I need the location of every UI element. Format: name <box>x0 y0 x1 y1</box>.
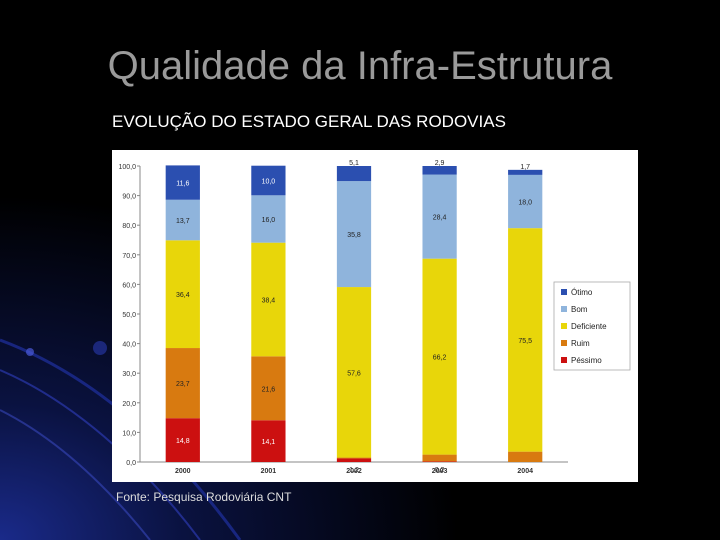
legend-entry: Ruim <box>571 339 590 348</box>
legend-swatch <box>561 289 567 295</box>
bar-segment-ótimo <box>422 166 457 175</box>
bar-segment-ruim <box>508 451 543 462</box>
x-tick-label: 2004 <box>517 468 533 475</box>
x-tick-label: 2002 <box>346 468 362 475</box>
data-label: 13,7 <box>176 218 190 225</box>
bar-segment-deficiente <box>422 258 457 455</box>
bar-segment-ótimo <box>165 165 200 200</box>
data-label: 75,5 <box>518 338 532 345</box>
y-tick-label: 30,0 <box>122 371 136 378</box>
bar-segment-deficiente <box>251 242 286 357</box>
y-tick-label: 0,0 <box>126 460 136 467</box>
legend-entry: Ótimo <box>571 288 593 297</box>
y-tick-label: 70,0 <box>122 253 136 260</box>
legend-swatch <box>561 323 567 329</box>
data-label: 2,9 <box>435 160 445 167</box>
y-tick-label: 10,0 <box>122 430 136 437</box>
legend-entry: Deficiente <box>571 322 607 331</box>
data-label: 1,2 <box>349 467 359 474</box>
data-label: 28,4 <box>433 215 447 222</box>
y-tick-label: 50,0 <box>122 312 136 319</box>
bar-segment-péssimo <box>422 461 457 462</box>
chart-container: 0,0 10,0 20,0 30,0 40,0 50,0 60,0 70,0 80,0 90,0 1… <box>112 150 638 482</box>
bar-segment-bom <box>508 174 543 229</box>
y-tick-label: 80,0 <box>122 223 136 230</box>
legend-swatch <box>561 357 567 363</box>
legend-entry: Péssimo <box>571 356 602 365</box>
y-tick-label: 20,0 <box>122 401 136 408</box>
data-label: 18,0 <box>518 200 532 207</box>
chart-subtitle: EVOLUÇÃO DO ESTADO GERAL DAS RODOVIAS <box>112 112 506 131</box>
data-label: 57,6 <box>347 370 361 377</box>
x-tick-label: 2000 <box>175 468 191 475</box>
data-label: 66,2 <box>433 355 447 362</box>
data-label: 38,4 <box>262 297 276 304</box>
bar-segment-ótimo <box>508 169 543 175</box>
data-label: 0,2 <box>435 467 445 474</box>
x-tick-label: 2001 <box>261 468 277 475</box>
bar-segment-deficiente <box>165 240 200 349</box>
bar-segment-bom <box>336 181 372 288</box>
y-tick-label: 60,0 <box>122 282 136 289</box>
data-label: 11,6 <box>176 181 189 188</box>
data-label: 23,7 <box>176 381 190 388</box>
data-label: 16,0 <box>262 217 276 224</box>
legend-entry: Bom <box>571 305 588 314</box>
bar-segment-deficiente <box>336 287 372 458</box>
bar-segment-ruim <box>422 454 457 462</box>
legend-swatch <box>561 306 567 312</box>
y-tick-label: 100,0 <box>118 164 136 171</box>
data-label: 14,1 <box>262 439 276 446</box>
bar-segment-bom <box>422 174 457 259</box>
bar-segment-ótimo <box>251 165 286 196</box>
bar-segment-bom <box>165 199 200 241</box>
bar-segment-ótimo <box>336 166 372 182</box>
data-label: 5,1 <box>349 160 359 167</box>
source-note: Fonte: Pesquisa Rodoviária CNT <box>116 490 292 504</box>
data-label: 36,4 <box>176 292 190 299</box>
stacked-bar-chart: 0,0 10,0 20,0 30,0 40,0 50,0 60,0 70,0 80,0 90,0 1… <box>118 160 631 475</box>
legend-swatch <box>561 340 567 346</box>
bar-segment-ruim <box>165 348 200 419</box>
data-label: 14,8 <box>176 438 190 445</box>
bar-segment-péssimo <box>165 418 200 462</box>
y-tick-label: 40,0 <box>122 342 136 349</box>
bar-segment-péssimo <box>251 420 286 462</box>
data-label: 21,6 <box>262 386 276 393</box>
bar-segment-deficiente <box>508 228 543 452</box>
bar-segment-ruim <box>336 457 372 459</box>
bar-segment-ruim <box>251 356 286 421</box>
bar-segment-péssimo <box>336 458 372 462</box>
data-label: 10,0 <box>262 179 276 186</box>
data-label: 35,8 <box>347 232 361 239</box>
y-tick-label: 90,0 <box>122 194 136 201</box>
bar-segment-bom <box>251 195 286 243</box>
x-tick-label: 2003 <box>432 468 448 475</box>
data-label: 1,7 <box>520 164 530 171</box>
slide-title: Qualidade da Infra-Estrutura <box>107 44 613 88</box>
